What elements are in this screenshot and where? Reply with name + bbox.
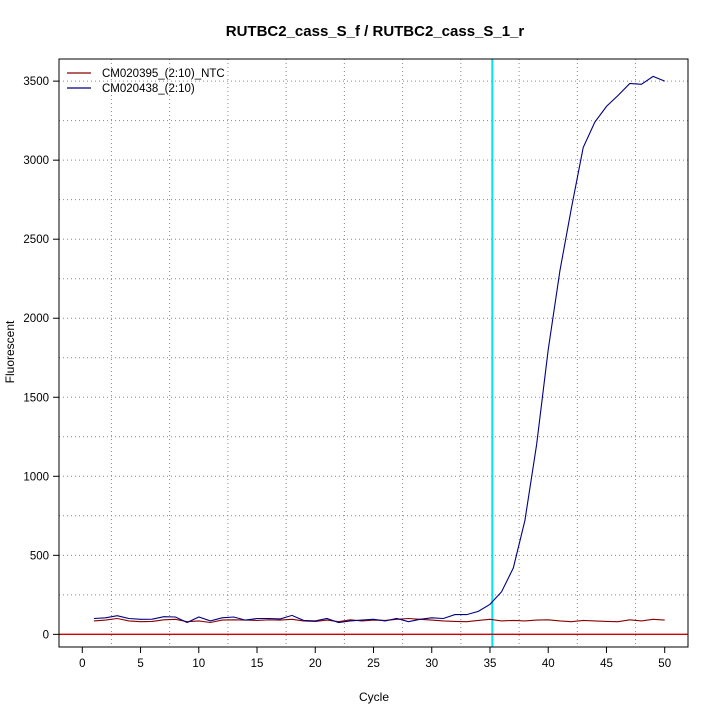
x-tick-label: 30	[425, 658, 438, 670]
x-tick-label: 5	[137, 658, 143, 670]
x-tick-label: 10	[192, 658, 205, 670]
x-axis-label: Cycle	[359, 690, 389, 704]
grid-lines	[59, 59, 688, 647]
chart-title: RUTBC2_cass_S_f / RUTBC2_cass_S_1_r	[226, 23, 525, 40]
y-axis-ticks: 0 500 1000 1500 2000 2500 3000 3500	[23, 76, 59, 641]
x-tick-label: 25	[367, 658, 380, 670]
series-layer	[93, 75, 665, 624]
y-tick-label: 2500	[23, 234, 49, 246]
series-line	[93, 75, 665, 624]
y-tick-label: 500	[30, 550, 49, 562]
legend-label: CM020438_(2:10)	[102, 83, 195, 95]
plot-frame	[58, 58, 689, 648]
legend-label: CM020395_(2:10)_NTC	[102, 68, 225, 80]
legend: CM020395_(2:10)_NTC CM020438_(2:10)	[67, 68, 225, 95]
y-tick-label: 2000	[23, 313, 49, 325]
x-tick-label: 40	[542, 658, 555, 670]
x-tick-label: 50	[658, 658, 671, 670]
y-axis-label: Fluorescent	[3, 320, 17, 383]
y-tick-label: 1000	[23, 471, 49, 483]
x-axis-ticks: 0 5 10 15 20 25 30 35 40 45 50	[79, 647, 671, 670]
x-tick-label: 20	[309, 658, 322, 670]
y-tick-label: 3500	[23, 76, 49, 88]
x-tick-label: 45	[600, 658, 613, 670]
x-tick-label: 35	[484, 658, 497, 670]
x-tick-label: 0	[79, 658, 85, 670]
x-tick-label: 15	[251, 658, 264, 670]
y-tick-label: 3000	[23, 155, 49, 167]
y-tick-label: 1500	[23, 392, 49, 404]
y-tick-label: 0	[43, 629, 49, 641]
